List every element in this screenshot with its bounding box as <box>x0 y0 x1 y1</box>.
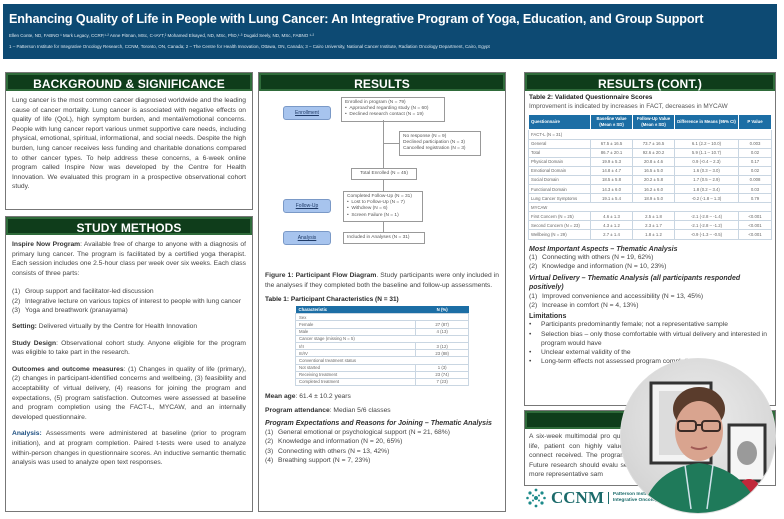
stage-analysis: Analysis <box>283 231 331 245</box>
outcomes-text: Outcomes and outcome measures: (1) Chang… <box>12 365 246 421</box>
stage-follow-up: Follow-Up <box>283 199 331 213</box>
results-heading: RESULTS <box>259 73 505 91</box>
poster-affiliations: 1 – Patterson Institute for Integrative … <box>9 44 490 49</box>
list-item: (1) Improved convenience and accessibilit… <box>529 292 704 300</box>
presenter-video-avatar <box>620 358 776 514</box>
results-cont-panel: RESULTS (CONT.) Table 2: Validated Quest… <box>524 72 776 406</box>
design-text: Study Design: Observational cohort study… <box>12 339 246 357</box>
poster-header: Enhancing Quality of Life in People with… <box>3 4 777 59</box>
list-item: (4) Breathing support (N = 7, 23%) <box>265 456 371 464</box>
table-row: Physical Domain 19.9 ± 5.3 20.8 ± 4.6 0.9 (… <box>528 156 772 167</box>
table-row: I/II 3 (12) <box>294 341 469 351</box>
table-row: Receiving treatment 23 (74) <box>294 370 469 379</box>
table-row: Conventional treatment status <box>295 356 469 365</box>
results-panel: RESULTS Enrollment Follow-Up Analysis En… <box>258 72 506 512</box>
list-item: • Selection bias – only those comfortable… <box>529 330 768 347</box>
excluded-box: No response (N = 9) Declined participati… <box>399 131 481 156</box>
table-row: Completed treatment 7 (23) <box>294 377 469 387</box>
virtual-delivery-list: (1) Improved convenience and accessibilit… <box>525 292 775 310</box>
table-row: Total 86.7 ± 20.1 92.6 ± 20.2 5.9 (1.1 – 10… <box>528 147 772 158</box>
poster-title: Enhancing Quality of Life in People with… <box>9 12 704 26</box>
conclusions-text: A six-week multimodal pro quality of lif… <box>529 433 641 479</box>
list-item: (1) Connecting with others (N = 19, 62%) <box>529 253 654 261</box>
table-row: Male 4 (13) <box>294 327 469 336</box>
list-item: (2) Integrative lecture on various topics… <box>12 297 241 305</box>
participant-flow-diagram: Enrollment Follow-Up Analysis Enrolled i… <box>259 91 505 271</box>
list-item: (2) Knowledge and information (N = 10, 23… <box>529 262 667 270</box>
limitations-heading: Limitations <box>529 313 567 321</box>
virtual-delivery-heading: Virtual Delivery – Thematic Analysis (al… <box>529 274 741 291</box>
methods-panel: STUDY METHODS Inspire Now Program: Avail… <box>5 216 253 512</box>
important-aspects-heading: Most Important Aspects – Thematic Analys… <box>529 245 678 253</box>
program-description: Inspire Now Program: Available free of c… <box>12 241 246 277</box>
list-item: (1) General emotional or psychological su… <box>265 429 450 437</box>
important-aspects-list: (1) Connecting with others (N = 19, 62%) … <box>525 253 775 271</box>
table-row: III/IV 23 (88) <box>294 349 469 358</box>
program-parts-list: (1) Group support and facilitator-led dis… <box>6 287 252 315</box>
table-row: General 67.5 ± 16.5 73.7 ± 16.5 6.1 (2.2 – … <box>528 138 772 149</box>
background-text: Lung cancer is the most common cancer di… <box>12 97 246 191</box>
list-item: (2) Increase in comfort (N = 4, 13%) <box>529 302 639 310</box>
ccnm-logo: CCNM Patterson Institute Integrative Onco… <box>525 487 661 509</box>
institute-name: Patterson Institute Integrative Oncology <box>607 492 661 504</box>
table-row: Wellbeing (N = 29) 2.7 ± 1.4 1.8 ± 1.2 -0.9… <box>528 229 772 240</box>
table-row: Emotional Domain 14.8 ± 4.7 16.5 ± 5.0 1.6 … <box>528 165 772 176</box>
limitations-list: • Participants predominantly female; not … <box>525 320 775 366</box>
table2-subtitle: Improvement is indicated by increases in… <box>529 103 728 110</box>
presenter-figure <box>641 381 767 513</box>
table-row: Functional Domain 14.3 ± 6.0 16.2 ± 6.0 1.8… <box>528 183 772 195</box>
list-item: (3) Yoga and breathwork (pranayama) <box>12 306 128 314</box>
program-label: Inspire Now Program <box>12 241 81 248</box>
total-enrolled-box: Total Enrolled (N = 45) <box>351 168 417 181</box>
stage-enrollment: Enrollment <box>283 106 331 120</box>
table1-title: Table 1: Participant Characteristics (N … <box>265 296 399 304</box>
ccnm-logo-icon <box>526 488 546 508</box>
list-item: • Participants predominantly female; not … <box>529 321 728 329</box>
list-item: • Long-term effects not assessed program … <box>529 358 696 366</box>
ccnm-wordmark: CCNM <box>551 488 604 507</box>
figure-caption: Figure 1: Participant Flow Diagram. Stud… <box>265 272 499 289</box>
table-row: Cancer stage (missing N = 5) <box>295 334 469 343</box>
table-row: Not started 1 (3) <box>294 363 469 372</box>
table-row: Sex <box>295 313 469 322</box>
table-row: Female 27 (87) <box>294 320 469 329</box>
analysis-box: Included in Analyses (N = 31) <box>343 232 425 245</box>
results-cont-heading: RESULTS (CONT.) <box>525 73 775 91</box>
list-item: • Unclear external validity of the <box>529 348 631 356</box>
list-item: (1) Group support and facilitator-led dis… <box>12 288 154 296</box>
list-item: (3) Connecting with others (N = 13, 42%) <box>265 447 390 455</box>
table2-title: Table 2: Validated Questionnaire Scores <box>529 94 653 101</box>
follow-up-box: Completed Follow-Up (N = 31) • Lost to F… <box>343 191 423 222</box>
table-row: Lung Cancer Symptoms 19.1 ± 5.4 18.9 ± 5.0… <box>528 193 772 204</box>
expectations-list: (1) General emotional or psychological su… <box>259 428 505 465</box>
setting-text: Setting: Delivered virtually by the Cent… <box>12 322 198 330</box>
table-row: Second Concern (N = 23) 4.3 ± 1.2 2.3 ± 1.… <box>528 220 772 231</box>
attendance: Program attendance: Median 5/6 classes <box>265 406 391 414</box>
methods-heading: STUDY METHODS <box>6 217 252 235</box>
questionnaire-scores-table: Questionnaire Baseline Value (Mean ± SD)… <box>528 113 772 240</box>
table-row: MYCAW <box>528 202 772 213</box>
table-row: Social Domain 18.5 ± 5.8 20.2 ± 5.8 1.7 (0.… <box>528 174 772 185</box>
table-row: FACT-L (N = 31) <box>528 129 772 140</box>
expectations-heading: Program Expectations and Reasons for Joi… <box>265 420 492 428</box>
background-heading: BACKGROUND & SIGNIFICANCE <box>6 73 252 91</box>
participant-characteristics-table: Characteristic N (%) Sex Female 27 (87) M… <box>294 306 469 387</box>
poster-authors: Ellen Conte, ND, FABNO ¹ Mark Legacy, CC… <box>9 33 315 38</box>
mean-age: Mean age: 61.4 ± 10.2 years <box>265 393 351 401</box>
analysis-text: Analysis: Assessments were administered … <box>12 430 246 467</box>
background-panel: BACKGROUND & SIGNIFICANCE Lung cancer is… <box>5 72 253 210</box>
list-item: (2) Knowledge and information (N = 20, 65… <box>265 438 403 446</box>
table-row: First Concern (N = 25) 4.6 ± 1.3 2.5 ± 1.8… <box>528 211 772 222</box>
enrolled-box: Enrolled in program (N = 79) • Approache… <box>341 97 445 122</box>
